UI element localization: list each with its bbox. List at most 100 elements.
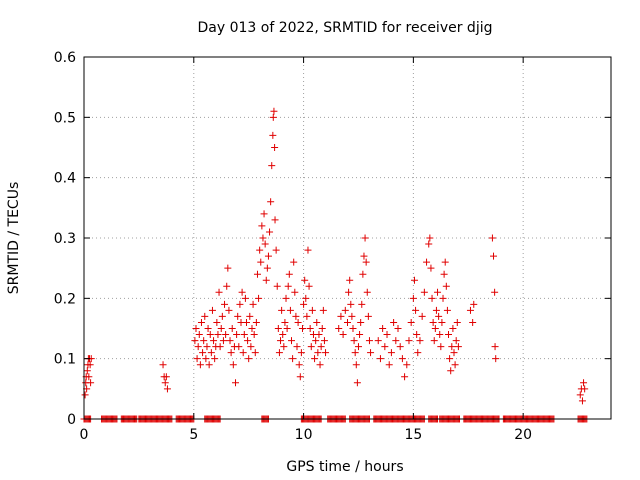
data-point xyxy=(282,294,290,302)
data-point xyxy=(248,325,256,332)
data-point xyxy=(161,379,169,387)
data-point xyxy=(247,343,255,351)
data-point xyxy=(159,361,167,369)
data-point xyxy=(274,325,282,332)
data-point xyxy=(488,234,496,242)
data-point xyxy=(285,270,293,278)
data-point xyxy=(345,288,353,296)
data-point xyxy=(239,349,247,357)
data-point xyxy=(581,385,589,393)
data-point xyxy=(208,306,216,314)
data-point xyxy=(414,349,422,357)
data-point xyxy=(319,306,327,314)
data-point xyxy=(199,349,207,357)
data-point xyxy=(191,337,199,345)
data-point xyxy=(425,240,433,248)
data-point xyxy=(337,312,345,320)
data-point xyxy=(207,349,215,357)
data-point xyxy=(205,361,213,369)
data-point xyxy=(222,331,230,339)
data-point xyxy=(249,300,257,308)
data-point xyxy=(81,391,89,399)
data-point xyxy=(246,312,254,320)
data-point xyxy=(241,294,249,302)
data-point xyxy=(200,337,208,345)
data-point xyxy=(245,355,253,363)
data-point xyxy=(267,198,275,206)
data-point xyxy=(432,306,440,314)
data-point xyxy=(374,337,382,345)
data-point xyxy=(362,258,370,266)
data-point xyxy=(300,300,308,308)
data-point xyxy=(350,337,358,345)
data-point xyxy=(218,312,226,320)
grid xyxy=(84,57,611,419)
data-point xyxy=(418,312,426,320)
x-axis-label: GPS time / hours xyxy=(286,459,403,475)
data-point xyxy=(216,343,224,351)
data-point xyxy=(413,331,421,339)
data-point xyxy=(203,343,211,351)
data-point xyxy=(443,306,451,314)
data-point xyxy=(257,258,265,266)
data-point xyxy=(269,131,277,139)
data-point xyxy=(233,331,241,339)
data-point xyxy=(312,337,320,345)
data-point xyxy=(361,234,369,242)
data-point xyxy=(307,343,315,351)
data-point xyxy=(381,343,389,351)
data-point xyxy=(284,282,292,290)
data-point xyxy=(295,361,303,369)
data-point xyxy=(268,162,276,170)
data-point xyxy=(360,252,368,260)
data-point xyxy=(318,325,326,332)
data-point xyxy=(196,361,204,369)
data-point xyxy=(252,318,260,326)
data-point xyxy=(580,379,588,387)
data-point xyxy=(306,325,314,332)
data-point xyxy=(405,337,413,345)
data-point xyxy=(302,294,310,302)
data-point xyxy=(211,355,219,363)
data-point xyxy=(242,318,250,326)
data-point xyxy=(294,318,302,326)
data-point xyxy=(238,288,246,296)
data-point xyxy=(347,300,355,308)
data-point xyxy=(469,318,477,326)
data-point xyxy=(214,331,222,339)
data-point xyxy=(376,355,384,363)
data-point xyxy=(339,331,347,339)
data-point xyxy=(280,343,288,351)
data-point xyxy=(202,355,210,363)
data-point xyxy=(314,349,322,357)
data-point xyxy=(490,252,498,260)
data-point xyxy=(228,325,236,332)
data-point xyxy=(210,337,218,345)
data-point xyxy=(87,379,95,387)
data-point xyxy=(470,300,478,308)
data-point xyxy=(251,349,259,357)
data-point xyxy=(420,288,428,296)
data-point xyxy=(279,331,287,339)
data-point xyxy=(435,312,443,320)
data-point xyxy=(305,282,313,290)
data-point xyxy=(352,361,360,369)
data-point xyxy=(192,325,200,332)
data-point xyxy=(409,294,417,302)
data-point xyxy=(423,258,431,266)
data-point xyxy=(258,222,266,230)
data-point xyxy=(412,306,420,314)
data-point xyxy=(385,361,393,369)
y-tick-label: 0 xyxy=(67,412,76,428)
data-point xyxy=(217,325,225,332)
data-point xyxy=(431,325,439,332)
data-point xyxy=(316,361,324,369)
data-point xyxy=(320,337,328,345)
data-point xyxy=(364,312,372,320)
x-tick-label: 0 xyxy=(80,427,89,443)
data-point xyxy=(492,355,500,363)
data-point xyxy=(85,373,93,381)
data-point xyxy=(301,276,309,284)
data-point xyxy=(288,337,296,345)
